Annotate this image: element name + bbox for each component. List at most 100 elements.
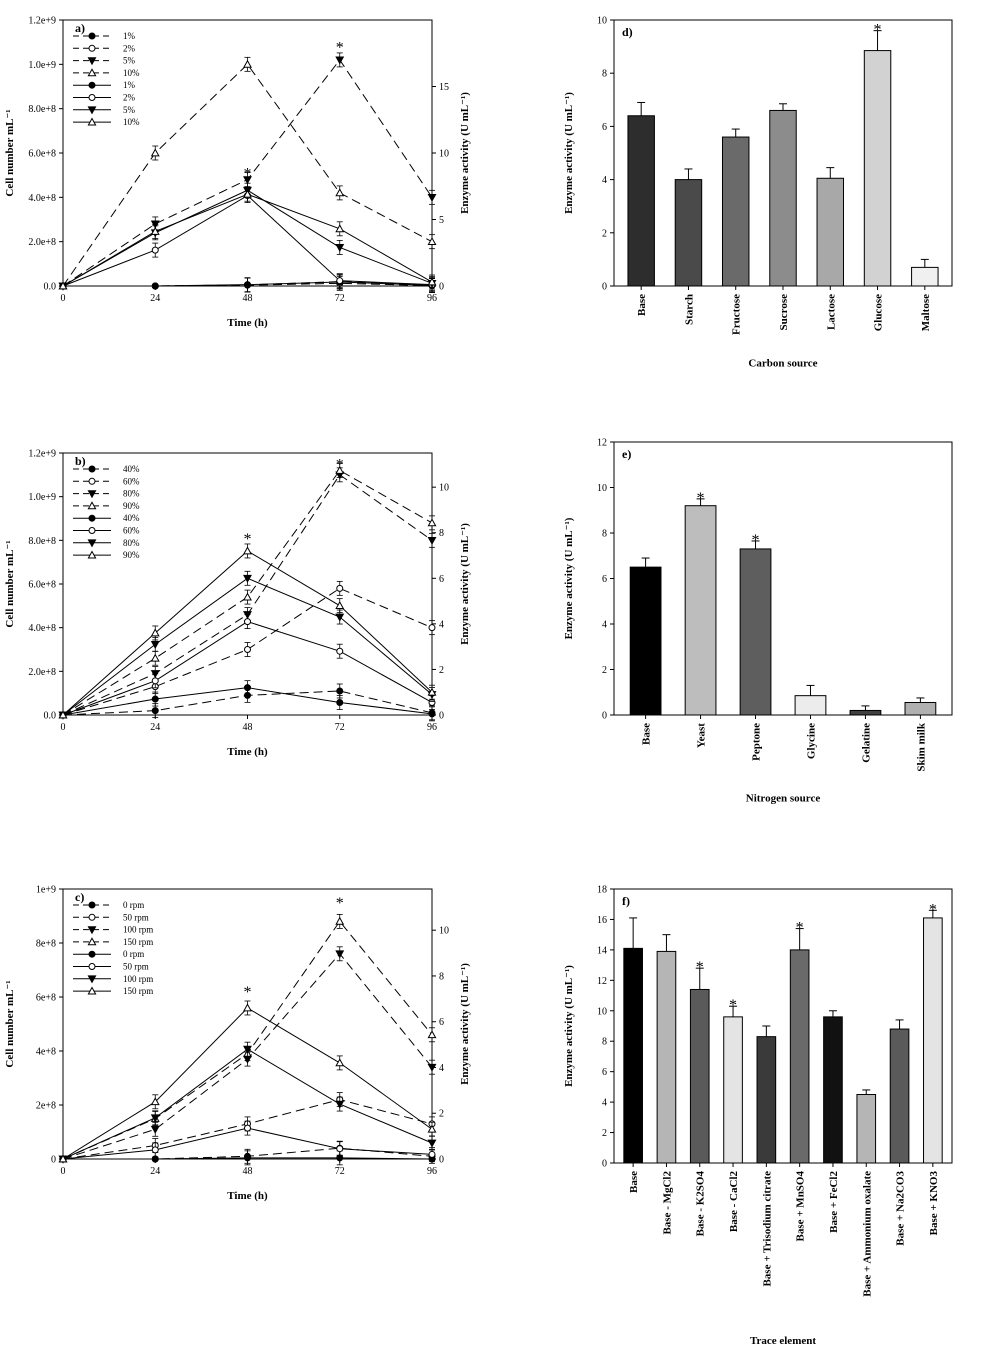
legend-label: 80% bbox=[123, 538, 140, 548]
line-panel-a: 0 24 48 72 96 0.0 2.0e+8 4.0e+8 6.0e+8 8.0e+8 1.0e… bbox=[4, 16, 471, 330]
legend-label: 40% bbox=[123, 513, 140, 523]
data-point bbox=[150, 1125, 160, 1134]
significance-star: * bbox=[244, 166, 252, 183]
bar-panel-d: 0 2 4 6 8 10 Base Starch Fructose Sucrose Lactose G… bbox=[563, 16, 953, 369]
significance-star: * bbox=[696, 959, 704, 976]
legend-label: 5% bbox=[123, 56, 136, 66]
bar-glycine bbox=[794, 695, 827, 716]
bar-base bbox=[627, 115, 655, 287]
category-label: Base + KNO3 bbox=[928, 1171, 940, 1236]
y-tick-label: 8e+8 bbox=[36, 939, 56, 950]
data-point bbox=[335, 224, 345, 233]
panel-label: b) bbox=[75, 454, 86, 468]
series-line bbox=[62, 587, 433, 716]
data-point bbox=[335, 244, 345, 253]
series-right-5 bbox=[59, 1120, 436, 1163]
x-tick-label: 0 bbox=[61, 293, 66, 304]
significance-star: * bbox=[336, 39, 344, 56]
data-point bbox=[58, 1154, 68, 1163]
legend-label: 50 rpm bbox=[123, 962, 149, 972]
data-point bbox=[336, 1145, 344, 1153]
y-tick-label: 10 bbox=[597, 1006, 607, 1017]
y-tick-label: 14 bbox=[597, 945, 607, 956]
significance-star: * bbox=[244, 531, 252, 548]
panel-label: c) bbox=[75, 890, 84, 904]
y2-tick-label: 10 bbox=[439, 926, 449, 937]
legend: 0 rpm 50 rpm 100 rpm 150 rpm 0 rpm 50 rpm 100 … bbox=[73, 900, 153, 996]
category-label: Peptone bbox=[751, 723, 763, 761]
legend-label: 10% bbox=[123, 117, 140, 127]
y-axis-label: Cell number mL⁻¹ bbox=[4, 980, 16, 1067]
y2-tick-label: 2 bbox=[439, 1109, 444, 1120]
data-point bbox=[151, 282, 159, 290]
bar-starch bbox=[674, 179, 703, 287]
y2-tick-label: 2 bbox=[439, 665, 444, 676]
bar-base-trisodium-citrate bbox=[756, 1036, 777, 1164]
series-line bbox=[62, 1007, 433, 1160]
y2-axis-label: Enzyme activity (U mL⁻¹) bbox=[459, 523, 471, 645]
data-point bbox=[150, 1114, 160, 1123]
bar-base-fecl2 bbox=[823, 1016, 843, 1164]
data-point bbox=[427, 1124, 437, 1133]
data-point bbox=[428, 1150, 436, 1158]
y-axis-label: Enzyme activity (U mL⁻¹) bbox=[563, 965, 575, 1087]
bar-base-ammonium-oxalate bbox=[856, 1094, 877, 1164]
category-label: Base bbox=[628, 1171, 640, 1193]
y-tick-label: 0 bbox=[602, 1159, 607, 1170]
data-point bbox=[335, 188, 345, 197]
data-point bbox=[244, 618, 251, 626]
data-point bbox=[427, 687, 437, 696]
legend-marker bbox=[87, 539, 97, 548]
panel-label: f) bbox=[622, 894, 630, 908]
series-left-3 bbox=[58, 463, 437, 719]
legend-label: 60% bbox=[123, 476, 140, 486]
x-tick-label: 0 bbox=[61, 722, 66, 733]
x-tick-label: 48 bbox=[243, 1166, 253, 1177]
legend-label: 100 rpm bbox=[123, 974, 153, 984]
legend-label: 5% bbox=[123, 105, 136, 115]
legend-marker bbox=[87, 550, 97, 559]
x-tick-label: 0 bbox=[61, 1166, 66, 1177]
legend-label: 2% bbox=[123, 43, 136, 53]
legend-marker bbox=[87, 490, 97, 499]
bar-glucose bbox=[863, 50, 892, 287]
y-tick-label: 2 bbox=[602, 228, 607, 239]
series-line bbox=[62, 194, 433, 287]
data-point bbox=[428, 624, 436, 632]
data-point bbox=[58, 710, 68, 719]
category-label: Fructose bbox=[731, 294, 743, 335]
bar-lactose bbox=[816, 177, 845, 287]
y-tick-label: 16 bbox=[597, 915, 607, 926]
y-tick-label: 0.0 bbox=[44, 282, 57, 293]
y-tick-label: 6 bbox=[602, 122, 607, 133]
category-label: Sucrose bbox=[778, 294, 790, 331]
data-point bbox=[335, 1058, 345, 1067]
bar-base bbox=[629, 566, 662, 716]
bar-fructose bbox=[721, 136, 750, 287]
y-tick-label: 8 bbox=[602, 529, 607, 540]
data-point bbox=[335, 916, 345, 925]
data-point bbox=[150, 628, 160, 637]
category-label: Base - K2SO4 bbox=[695, 1171, 707, 1237]
data-point bbox=[427, 237, 437, 246]
x-tick-label: 72 bbox=[335, 1166, 345, 1177]
data-point bbox=[335, 950, 345, 959]
y-tick-label: 6 bbox=[602, 1067, 607, 1078]
y-axis-label: Enzyme activity (U mL⁻¹) bbox=[563, 92, 575, 214]
bar-base-kno3 bbox=[923, 917, 943, 1164]
legend-marker bbox=[88, 477, 96, 485]
bar-gelatine bbox=[849, 709, 882, 716]
y2-tick-label: 6 bbox=[439, 574, 444, 585]
legend-marker bbox=[88, 514, 96, 522]
data-point bbox=[335, 56, 345, 65]
y2-tick-label: 0 bbox=[439, 1155, 444, 1166]
legend-label: 0 rpm bbox=[123, 949, 144, 959]
legend-label: 80% bbox=[123, 489, 140, 499]
series-line bbox=[62, 189, 433, 287]
data-point bbox=[335, 613, 345, 622]
legend-marker bbox=[87, 501, 97, 510]
y-tick-label: 1.0e+9 bbox=[28, 492, 56, 503]
legend-label: 60% bbox=[123, 526, 140, 536]
bar-panel-e: 0 2 4 6 8 10 12 Base Yeast * Peptone * Glycine Gelati… bbox=[563, 438, 953, 805]
x-tick-label: 24 bbox=[150, 293, 160, 304]
